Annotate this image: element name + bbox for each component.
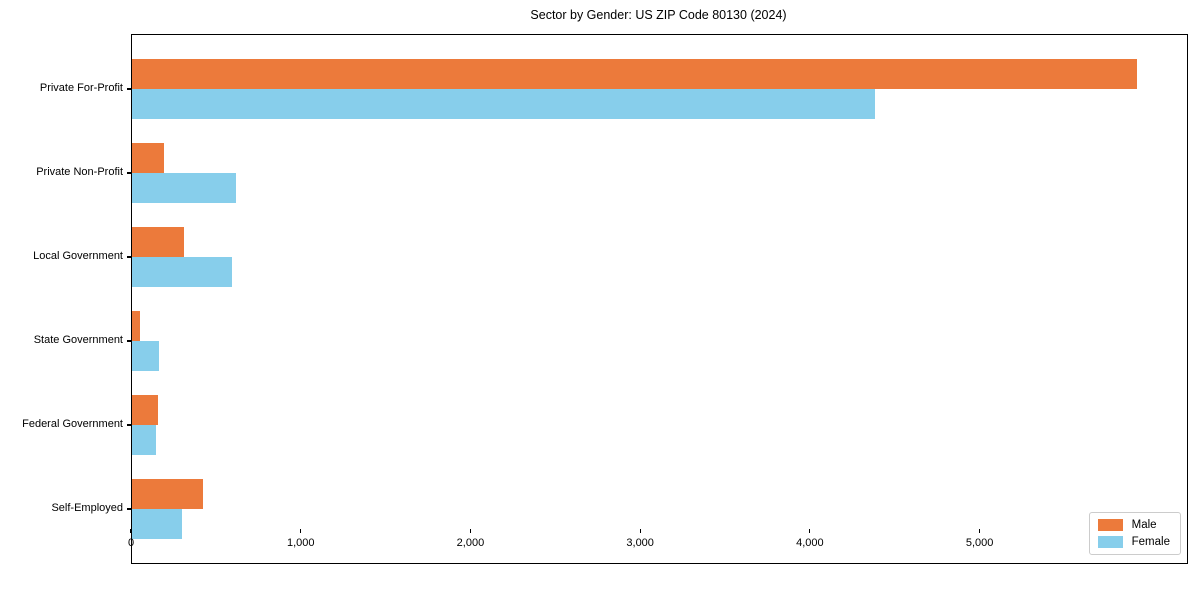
x-tick-0 bbox=[130, 529, 132, 534]
bar-male-self-employed bbox=[132, 479, 204, 509]
bar-female-self-employed bbox=[132, 509, 183, 539]
legend-swatch-male-icon bbox=[1097, 519, 1123, 531]
bar-male-private-for-profit bbox=[132, 59, 1137, 89]
legend-label-female: Female bbox=[1131, 536, 1170, 548]
legend-entry-male: Male bbox=[1097, 519, 1170, 531]
x-tick-4000 bbox=[809, 529, 811, 534]
bar-female-local-government bbox=[132, 257, 233, 287]
x-tick-5000 bbox=[979, 529, 981, 534]
bar-male-state-government bbox=[132, 311, 140, 341]
category-label-federal-government: Federal Government bbox=[22, 418, 123, 430]
x-tick-label-1000: 1,000 bbox=[286, 537, 315, 549]
legend: Male Female bbox=[1088, 512, 1181, 555]
bar-female-state-government bbox=[132, 341, 160, 371]
x-tick-1000 bbox=[300, 529, 302, 534]
x-tick-label-4000: 4,000 bbox=[796, 537, 824, 549]
bar-female-private-for-profit bbox=[132, 89, 875, 119]
bar-male-federal-government bbox=[132, 395, 159, 425]
legend-swatch-female-icon bbox=[1097, 536, 1123, 548]
x-tick-3000 bbox=[639, 529, 641, 534]
x-tick-2000 bbox=[469, 529, 472, 534]
legend-label-male: Male bbox=[1131, 519, 1157, 531]
bar-female-federal-government bbox=[132, 425, 156, 455]
chart-title: Sector by Gender: US ZIP Code 80130 (202… bbox=[530, 8, 787, 22]
y-tick-self-employed bbox=[126, 508, 131, 510]
x-tick-label-0: 0 bbox=[127, 537, 135, 549]
x-tick-label-5000: 5,000 bbox=[965, 537, 994, 549]
x-tick-label-3000: 3,000 bbox=[626, 537, 654, 549]
y-tick-local-government bbox=[126, 256, 131, 258]
y-tick-private-for-profit bbox=[126, 88, 131, 90]
plot-area: Male Female bbox=[126, 34, 1188, 564]
bar-female-private-non-profit bbox=[132, 173, 237, 203]
bar-male-private-non-profit bbox=[132, 143, 165, 173]
y-tick-state-government bbox=[126, 340, 131, 342]
y-tick-private-non-profit bbox=[126, 172, 131, 174]
category-label-private-for-profit: Private For-Profit bbox=[39, 82, 123, 94]
category-label-private-non-profit: Private Non-Profit bbox=[36, 166, 123, 178]
y-tick-federal-government bbox=[126, 424, 131, 426]
category-label-local-government: Local Government bbox=[33, 250, 123, 262]
x-tick-label-2000: 2,000 bbox=[456, 537, 485, 549]
category-label-self-employed: Self-Employed bbox=[51, 502, 123, 514]
bar-male-local-government bbox=[132, 227, 184, 257]
category-label-state-government: State Government bbox=[33, 334, 123, 346]
legend-entry-female: Female bbox=[1097, 536, 1170, 548]
